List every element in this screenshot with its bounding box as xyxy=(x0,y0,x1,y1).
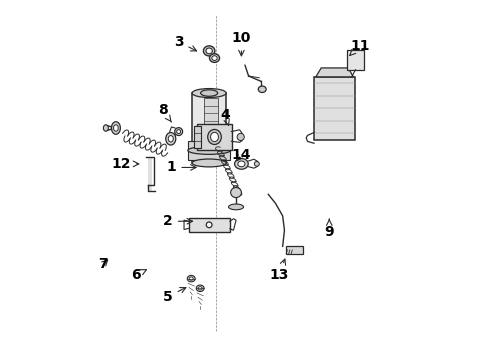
Text: 14: 14 xyxy=(232,148,251,162)
Ellipse shape xyxy=(188,147,230,154)
Text: 8: 8 xyxy=(158,103,172,122)
Ellipse shape xyxy=(206,48,212,54)
Ellipse shape xyxy=(187,275,195,282)
Ellipse shape xyxy=(111,122,121,134)
Bar xyxy=(204,98,218,150)
Ellipse shape xyxy=(166,132,176,145)
Text: 2: 2 xyxy=(163,214,193,228)
Bar xyxy=(192,93,226,163)
Ellipse shape xyxy=(228,204,244,210)
Ellipse shape xyxy=(114,125,118,131)
Ellipse shape xyxy=(189,277,193,280)
Ellipse shape xyxy=(177,130,181,134)
Bar xyxy=(148,185,152,190)
Ellipse shape xyxy=(200,90,218,96)
Text: 6: 6 xyxy=(131,268,147,282)
Ellipse shape xyxy=(211,132,219,141)
Bar xyxy=(347,50,364,70)
Text: 10: 10 xyxy=(232,31,251,56)
Ellipse shape xyxy=(254,162,259,166)
Text: 5: 5 xyxy=(163,288,186,303)
Bar xyxy=(286,246,303,254)
Ellipse shape xyxy=(192,159,226,167)
Ellipse shape xyxy=(203,46,215,56)
Ellipse shape xyxy=(210,54,220,62)
Ellipse shape xyxy=(212,56,217,60)
Ellipse shape xyxy=(258,86,266,93)
Text: 13: 13 xyxy=(270,259,289,282)
Ellipse shape xyxy=(208,130,221,144)
Bar xyxy=(195,126,201,148)
Ellipse shape xyxy=(231,188,242,198)
Ellipse shape xyxy=(192,89,226,98)
Ellipse shape xyxy=(237,134,245,140)
Text: 12: 12 xyxy=(112,157,139,171)
Ellipse shape xyxy=(175,128,183,135)
Ellipse shape xyxy=(198,287,202,290)
Ellipse shape xyxy=(206,222,212,228)
Ellipse shape xyxy=(196,285,204,292)
Bar xyxy=(148,157,152,185)
Polygon shape xyxy=(316,68,353,77)
Ellipse shape xyxy=(168,135,173,142)
Text: 9: 9 xyxy=(324,219,334,239)
Text: 3: 3 xyxy=(174,35,196,51)
Text: 11: 11 xyxy=(350,39,369,55)
Ellipse shape xyxy=(235,158,248,169)
Text: 1: 1 xyxy=(167,161,196,175)
Ellipse shape xyxy=(103,125,108,131)
Text: 7: 7 xyxy=(98,257,108,271)
Text: 4: 4 xyxy=(220,108,230,125)
Bar xyxy=(314,77,355,140)
Ellipse shape xyxy=(238,161,245,167)
Bar xyxy=(189,218,230,232)
Bar xyxy=(197,123,232,150)
Bar xyxy=(188,140,230,160)
